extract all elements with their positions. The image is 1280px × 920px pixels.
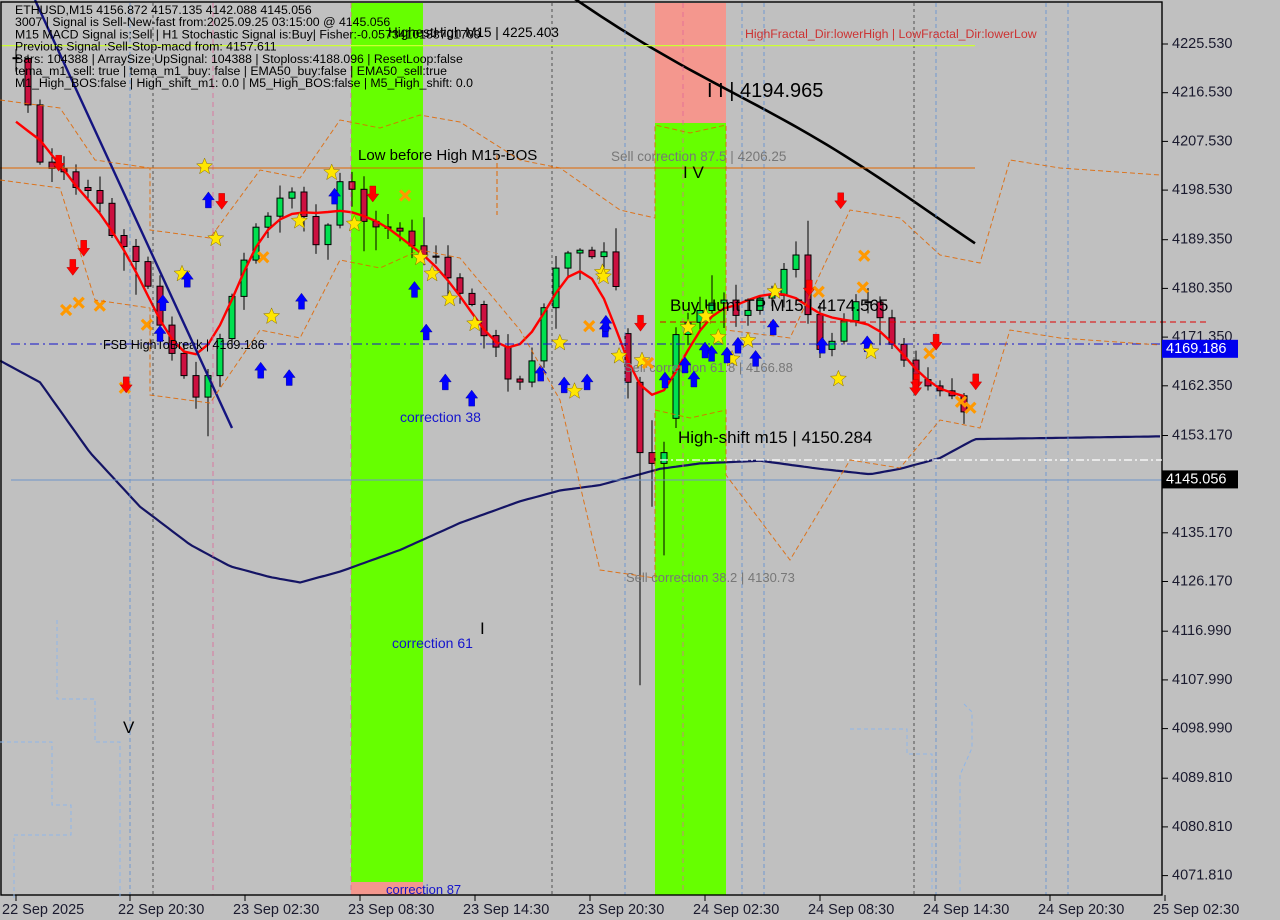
- svg-text:Buy Hunt TP M15 | 4174.565: Buy Hunt TP M15 | 4174.565: [670, 296, 888, 315]
- svg-text:I: I: [480, 619, 485, 638]
- svg-text:4189.350: 4189.350: [1172, 232, 1232, 248]
- svg-text:22 Sep 20:30: 22 Sep 20:30: [118, 902, 204, 918]
- svg-text:4162.350: 4162.350: [1172, 378, 1232, 394]
- svg-text:M1_High_BOS:false | High_shift: M1_High_BOS:false | High_shift_m1: 0.0 |…: [15, 76, 473, 90]
- svg-text:V: V: [123, 718, 135, 737]
- svg-text:4216.530: 4216.530: [1172, 85, 1232, 101]
- svg-text:4145.056: 4145.056: [1166, 471, 1226, 487]
- svg-text:23 Sep 08:30: 23 Sep 08:30: [348, 902, 434, 918]
- svg-text:4126.170: 4126.170: [1172, 574, 1232, 590]
- svg-text:FSB HighToBreak | 4169.186: FSB HighToBreak | 4169.186: [103, 338, 265, 352]
- svg-text:4071.810: 4071.810: [1172, 868, 1232, 884]
- svg-text:24 Sep 14:30: 24 Sep 14:30: [923, 902, 1009, 918]
- svg-text:24 Sep 20:30: 24 Sep 20:30: [1038, 902, 1124, 918]
- svg-text:4116.990: 4116.990: [1172, 623, 1231, 639]
- svg-text:4198.530: 4198.530: [1172, 182, 1232, 198]
- svg-text:I I | 4194.965: I I | 4194.965: [707, 80, 823, 102]
- svg-text:22 Sep 2025: 22 Sep 2025: [2, 902, 84, 918]
- svg-text:4135.170: 4135.170: [1172, 525, 1232, 541]
- svg-text:4089.810: 4089.810: [1172, 770, 1232, 786]
- svg-text:23 Sep 14:30: 23 Sep 14:30: [463, 902, 549, 918]
- svg-text:High-shift m15 | 4150.284: High-shift m15 | 4150.284: [678, 428, 872, 447]
- svg-text:correction 38: correction 38: [400, 409, 481, 425]
- svg-text:24 Sep 02:30: 24 Sep 02:30: [693, 902, 779, 918]
- svg-text:correction 61: correction 61: [392, 635, 473, 651]
- svg-text:4180.350: 4180.350: [1172, 280, 1232, 296]
- svg-text:24 Sep 08:30: 24 Sep 08:30: [808, 902, 894, 918]
- svg-text:4107.990: 4107.990: [1172, 672, 1232, 688]
- svg-text:Sell correction 87.5 | 4206.25: Sell correction 87.5 | 4206.25: [611, 149, 786, 164]
- svg-text:4169.186: 4169.186: [1166, 341, 1226, 357]
- svg-text:4225.530: 4225.530: [1172, 36, 1232, 52]
- svg-text:Low before High M15-BOS: Low before High M15-BOS: [358, 147, 537, 164]
- svg-text:I V: I V: [683, 163, 704, 182]
- svg-text:HighestHigh M15 | 4225.403: HighestHigh M15 | 4225.403: [388, 25, 559, 40]
- svg-text:4098.990: 4098.990: [1172, 721, 1232, 737]
- svg-text:23 Sep 02:30: 23 Sep 02:30: [233, 902, 319, 918]
- svg-text:23 Sep 20:30: 23 Sep 20:30: [578, 902, 664, 918]
- svg-text:4153.170: 4153.170: [1172, 428, 1232, 444]
- svg-text:correction 87: correction 87: [386, 882, 461, 897]
- svg-text:4207.530: 4207.530: [1172, 133, 1232, 149]
- svg-text:25 Sep 02:30: 25 Sep 02:30: [1153, 902, 1239, 918]
- svg-text:4080.810: 4080.810: [1172, 819, 1232, 835]
- svg-text:HighFractal_Dir:lowerHigh | Lo: HighFractal_Dir:lowerHigh | LowFractal_D…: [745, 27, 1037, 41]
